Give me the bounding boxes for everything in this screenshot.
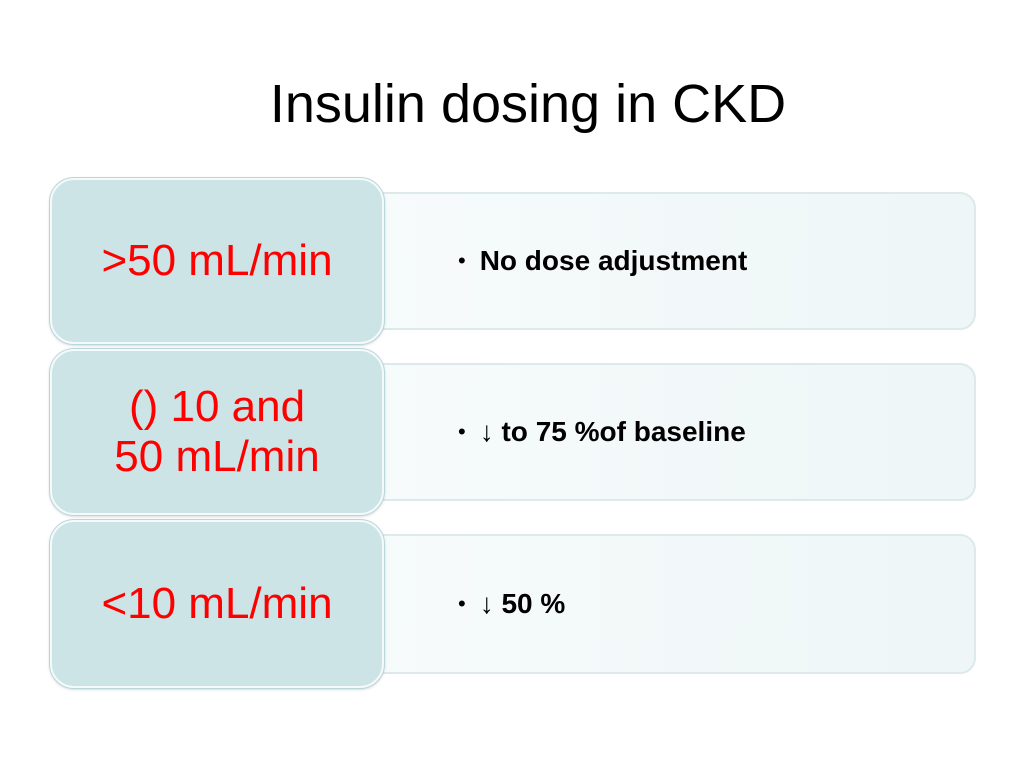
recommendation-item: • ↓ 50 % [458,536,565,672]
gfr-range-box: () 10 and 50 mL/min [50,349,384,515]
dosing-row: • No dose adjustment >50 mL/min [50,178,976,344]
recommendation-item: • ↓ to 75 %of baseline [458,365,746,499]
recommendation-panel: • ↓ 50 % [350,534,976,674]
slide-title: Insulin dosing in CKD [269,74,787,134]
recommendation-text: ↓ 50 % [479,588,566,619]
recommendation-text: ↓ to 75 %of baseline [479,416,746,447]
bullet-icon: • [458,591,466,616]
bullet-icon: • [458,419,466,444]
gfr-range-label: () 10 and 50 mL/min [114,382,320,481]
recommendation-panel: • ↓ to 75 %of baseline [350,363,976,501]
bullet-icon: • [458,248,466,273]
gfr-range-box: <10 mL/min [50,520,384,688]
recommendation-text: No dose adjustment [479,245,748,276]
dosing-row: • ↓ 50 % <10 mL/min [50,520,976,688]
gfr-range-box: >50 mL/min [50,178,384,344]
gfr-range-label: <10 mL/min [101,579,333,628]
recommendation-panel: • No dose adjustment [350,192,976,330]
recommendation-item: • No dose adjustment [458,194,747,328]
gfr-range-label: >50 mL/min [101,236,333,285]
dosing-row: • ↓ to 75 %of baseline () 10 and 50 mL/m… [50,349,976,515]
